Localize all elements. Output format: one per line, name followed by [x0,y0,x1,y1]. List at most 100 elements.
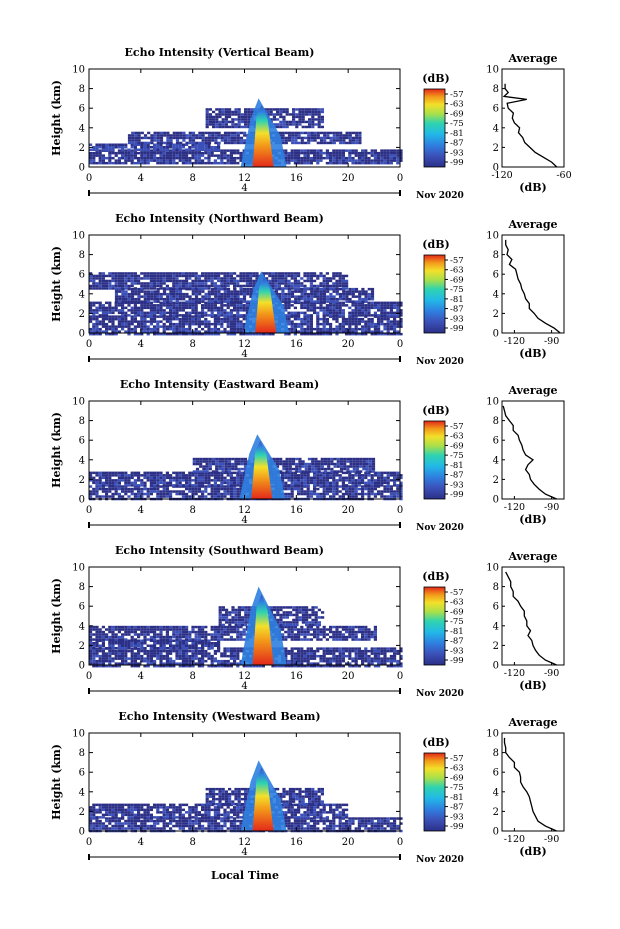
echo-cell [185,492,189,496]
echo-cell [233,476,237,480]
echo-cell [143,295,147,298]
echo-cell [201,290,205,293]
echo-cell [338,485,342,488]
echo-cell [182,297,186,301]
echo-cell [108,306,112,310]
echo-cell [310,292,314,296]
echo-cell [140,304,144,307]
echo-cell [281,131,285,135]
echo-cell [127,148,131,151]
echo-cell [339,465,344,468]
echo-cell [163,141,167,145]
colorbar-tick-label: -75 [450,451,464,461]
echo-cell [307,134,311,137]
echo-cell [124,320,128,323]
echo-cell [210,659,214,663]
echo-cell [111,657,115,660]
echo-cell [338,474,342,477]
echo-cell [114,481,118,485]
echo-cell [143,284,147,288]
avg-y-tick-label: 8 [493,250,499,261]
echo-cell [297,330,301,333]
echo-cell [287,479,291,482]
echo-cell [98,314,102,317]
echo-cell [365,457,369,461]
echo-cell [156,282,160,285]
echo-cell [298,457,302,461]
echo-cell [165,143,169,146]
echo-cell [329,495,333,498]
echo-cell [185,156,189,160]
echo-cell [364,309,368,312]
echo-cell [284,487,288,491]
echo-cell [370,301,374,305]
echo-cell [223,149,227,152]
echo-cell [244,120,248,124]
echo-cell [137,647,141,650]
echo-cell [224,460,228,463]
echo-cell [156,652,160,655]
echo-cell [105,317,109,321]
echo-cell [218,462,222,466]
echo-cell [316,156,320,160]
echo-cell [226,325,230,328]
echo-cell [332,327,336,331]
echo-cell [239,284,243,288]
echo-cell [325,314,329,317]
echo-cell [127,297,131,301]
echo-cell [95,481,99,485]
echo-cell [204,649,208,653]
echo-cell [345,476,349,480]
echo-cell [377,301,381,305]
echo-cell [197,277,201,280]
echo-cell [341,282,345,285]
echo-cell [367,495,371,498]
echo-cell [332,484,336,487]
echo-cell [272,460,276,463]
echo-cell [362,462,366,466]
echo-cell [185,495,189,498]
echo-cell [327,467,331,471]
echo-cell [133,327,137,331]
echo-cell [332,159,336,162]
echo-cell [348,330,352,333]
echo-cell [143,143,147,146]
echo-cell [291,462,296,466]
echo-cell [194,654,198,658]
echo-cell [348,476,352,480]
echo-cell [223,134,228,137]
echo-cell [153,304,157,307]
echo-cell [361,476,365,480]
echo-cell [207,314,211,317]
echo-cell [332,151,336,155]
echo-cell [204,284,208,288]
echo-cell [367,320,371,323]
echo-cell [92,282,96,285]
echo-cell [323,460,328,463]
echo-cell [162,146,166,149]
echo-cell [383,301,387,305]
echo-cell [153,311,157,315]
echo-cell [204,151,208,155]
echo-cell [214,300,218,303]
echo-cell [108,659,112,663]
echo-cell [348,311,352,315]
echo-cell [317,467,321,471]
echo-cell [317,120,321,124]
echo-cell [309,320,313,323]
echo-cell [114,304,118,307]
echo-cell [309,304,313,307]
echo-cell [236,492,240,496]
echo-cell [383,306,387,310]
echo-cell [205,457,209,461]
echo-cell [95,659,99,663]
echo-cell [202,470,206,473]
echo-cell [146,304,150,307]
echo-cell [108,657,112,660]
echo-cell [332,272,336,275]
echo-cell [95,282,99,285]
echo-cell [111,277,115,280]
echo-cell [284,284,288,288]
echo-cell [175,161,179,165]
echo-cell [229,274,233,278]
